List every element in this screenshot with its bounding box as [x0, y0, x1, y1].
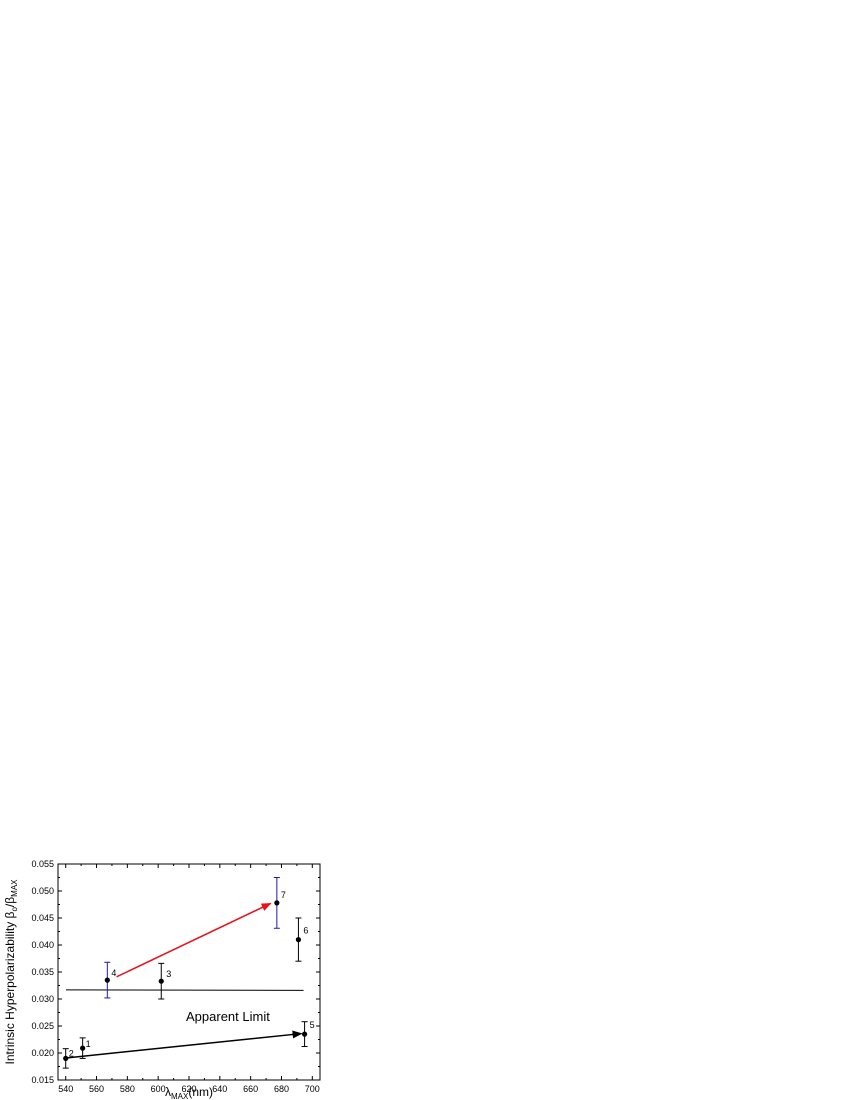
point-1: 1 [79, 1037, 91, 1059]
data-point-marker [80, 1045, 86, 1051]
data-point-marker [104, 977, 110, 983]
y-tick-label: 0.040 [31, 940, 54, 950]
data-points: 1 2 3 4 5 6 7 [62, 877, 315, 1069]
data-point-marker [158, 978, 164, 984]
point-5: 5 [301, 1020, 315, 1048]
point-6: 6 [295, 917, 308, 962]
x-tick-label: 540 [58, 1084, 73, 1094]
y-tick-label: 0.050 [31, 886, 54, 896]
data-point-marker [63, 1055, 69, 1061]
y-tick-label: 0.045 [31, 913, 54, 923]
x-tick-label: 600 [151, 1084, 166, 1094]
apparent-limit-label: Apparent Limit [186, 1009, 270, 1024]
x-axis-title: λMAX(nm) [165, 1085, 213, 1100]
point-label: 6 [303, 926, 308, 936]
y-axis-ticks: 0.015 0.020 0.025 0.030 0.035 0.040 0.045 0.050… [31, 859, 320, 1085]
data-point-marker [274, 900, 280, 906]
point-label: 5 [310, 1020, 315, 1030]
x-axis-ticks: 540 560 580 600 620 640 660 680 700 [58, 864, 320, 1094]
y-tick-label: 0.055 [31, 859, 54, 869]
x-tick-label: 660 [243, 1084, 258, 1094]
apparent-limit-line [65, 989, 304, 991]
point-label: 2 [69, 1048, 74, 1058]
x-tick-label: 640 [212, 1084, 227, 1094]
point-label: 1 [86, 1039, 91, 1049]
point-7: 7 [273, 877, 286, 929]
trend-arrow-black [67, 1030, 303, 1059]
y-tick-label: 0.015 [31, 1075, 54, 1085]
x-tick-label: 580 [120, 1084, 135, 1094]
x-tick-label: 680 [274, 1084, 289, 1094]
point-4: 4 [104, 961, 116, 999]
point-label: 7 [281, 890, 286, 900]
x-tick-label: 560 [89, 1084, 104, 1094]
point-label: 4 [111, 968, 116, 978]
y-tick-label: 0.020 [31, 1048, 54, 1058]
y-axis-title: Intrinsic Hyperpolarizability βo/βMAX [3, 879, 19, 1065]
x-tick-label: 620 [181, 1084, 196, 1094]
y-tick-label: 0.025 [31, 1021, 54, 1031]
x-tick-label: 700 [305, 1084, 320, 1094]
point-2: 2 [62, 1048, 74, 1069]
y-tick-label: 0.030 [31, 994, 54, 1004]
y-tick-label: 0.035 [31, 967, 54, 977]
data-point-marker [295, 937, 302, 943]
point-3: 3 [158, 962, 171, 1000]
data-point-marker [301, 1031, 308, 1037]
point-label: 3 [166, 969, 171, 979]
arrows [67, 902, 303, 1059]
trend-arrow-red [116, 902, 272, 978]
